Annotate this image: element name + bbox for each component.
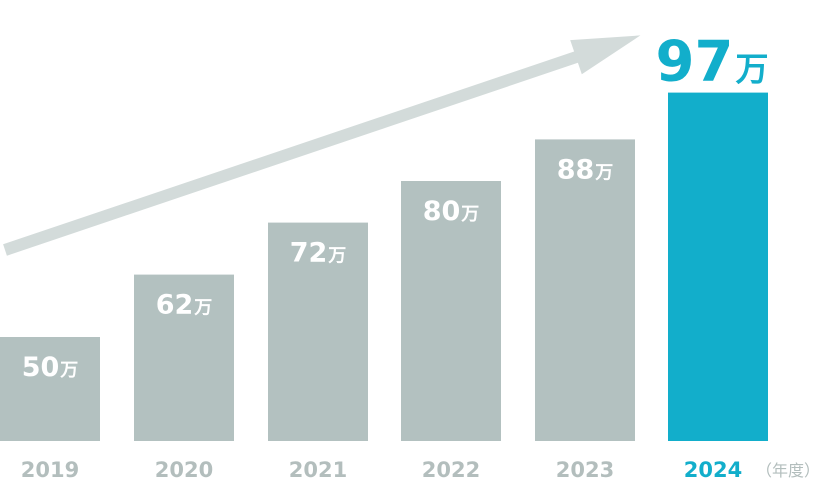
bar-2023 [535,139,635,441]
value-label-2023: 88万 [557,154,614,185]
x-tick-2020: 2020 [155,458,213,482]
bar-2019 [0,337,100,441]
value-label-2020: 62万 [156,290,213,321]
value-label-2022: 80万 [423,196,480,227]
x-axis-unit-note: （年度） [756,461,820,480]
value-label-2019: 50万 [22,352,79,383]
bars-layer [0,92,768,441]
x-tick-2023: 2023 [556,458,614,482]
trend-arrow-layer [3,35,641,256]
value-label-2021: 72万 [290,238,347,269]
trend-arrow [3,35,641,256]
bar-2021 [268,222,368,441]
x-tick-2022: 2022 [422,458,480,482]
x-tick-2019: 2019 [21,458,79,482]
bar-2024 [668,92,768,441]
x-tick-2021: 2021 [289,458,347,482]
bar-2020 [134,274,234,441]
bar-2022 [401,181,501,441]
x-tick-2024: 2024 [684,458,742,482]
value-label-2024-highlight: 97万 [656,30,769,95]
value-labels-layer: 50万 62万 72万 80万 88万 97万 [22,30,769,383]
x-axis: 2019 2020 2021 2022 2023 2024 （年度） [21,458,820,482]
